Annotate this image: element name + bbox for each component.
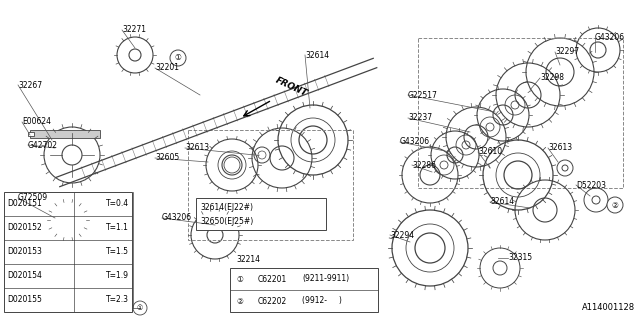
Text: D020155: D020155: [7, 295, 42, 305]
Text: 32201: 32201: [155, 63, 179, 73]
Text: 32650(EJ25#): 32650(EJ25#): [200, 218, 253, 227]
Text: 32237: 32237: [408, 114, 432, 123]
Text: 32614: 32614: [490, 197, 514, 206]
Circle shape: [133, 301, 147, 315]
Text: T=0.4: T=0.4: [106, 199, 129, 209]
Text: ①: ①: [175, 53, 181, 62]
Text: T=1.1: T=1.1: [106, 223, 129, 233]
Text: 32271: 32271: [122, 26, 146, 35]
Bar: [28, 132, 34, 136]
Text: D52203: D52203: [576, 180, 606, 189]
Text: T=1.5: T=1.5: [106, 247, 129, 257]
Text: 32613: 32613: [548, 143, 572, 153]
Text: D020153: D020153: [7, 247, 42, 257]
Text: G43206: G43206: [162, 213, 192, 222]
Text: FRONT: FRONT: [274, 76, 309, 98]
Bar: [188, 130, 353, 240]
Bar: [196, 198, 326, 230]
Text: T=1.9: T=1.9: [106, 271, 129, 281]
Text: G22517: G22517: [408, 91, 438, 100]
Text: ①: ①: [137, 305, 143, 311]
Text: 32613: 32613: [185, 143, 209, 153]
Bar: [418, 38, 623, 188]
Text: (9211-9911): (9211-9911): [302, 275, 349, 284]
Text: ②: ②: [236, 297, 243, 306]
Text: 32214: 32214: [236, 255, 260, 265]
Text: E00624: E00624: [22, 117, 51, 126]
Text: (9912-     ): (9912- ): [302, 297, 342, 306]
Text: D020152: D020152: [7, 223, 42, 233]
Bar: [230, 268, 378, 312]
Text: D020151: D020151: [7, 199, 42, 209]
Text: T=2.3: T=2.3: [106, 295, 129, 305]
Text: 32605: 32605: [155, 154, 179, 163]
Text: 32286: 32286: [412, 161, 436, 170]
Text: 32610: 32610: [478, 148, 502, 156]
Text: C62202: C62202: [258, 297, 287, 306]
Text: A114001128: A114001128: [582, 303, 635, 312]
Text: 32614: 32614: [305, 51, 329, 60]
Text: ②: ②: [612, 201, 618, 210]
Text: 32294: 32294: [390, 230, 414, 239]
Text: C62201: C62201: [258, 275, 287, 284]
Text: G42702: G42702: [28, 140, 58, 149]
Text: 32297: 32297: [555, 47, 579, 57]
Circle shape: [170, 50, 186, 66]
Text: D020154: D020154: [7, 271, 42, 281]
Text: 32298: 32298: [540, 74, 564, 83]
Text: 32267: 32267: [18, 81, 42, 90]
Bar: [80, 213, 110, 219]
Text: G72509: G72509: [18, 194, 48, 203]
Circle shape: [607, 197, 623, 213]
Text: G43206: G43206: [595, 34, 625, 43]
Text: G43206: G43206: [400, 138, 430, 147]
Text: 32614(EJ22#): 32614(EJ22#): [200, 204, 253, 212]
Bar: [4, 192, 132, 312]
Text: ①: ①: [236, 275, 243, 284]
Text: 32315: 32315: [508, 253, 532, 262]
Bar: [30, 130, 100, 138]
